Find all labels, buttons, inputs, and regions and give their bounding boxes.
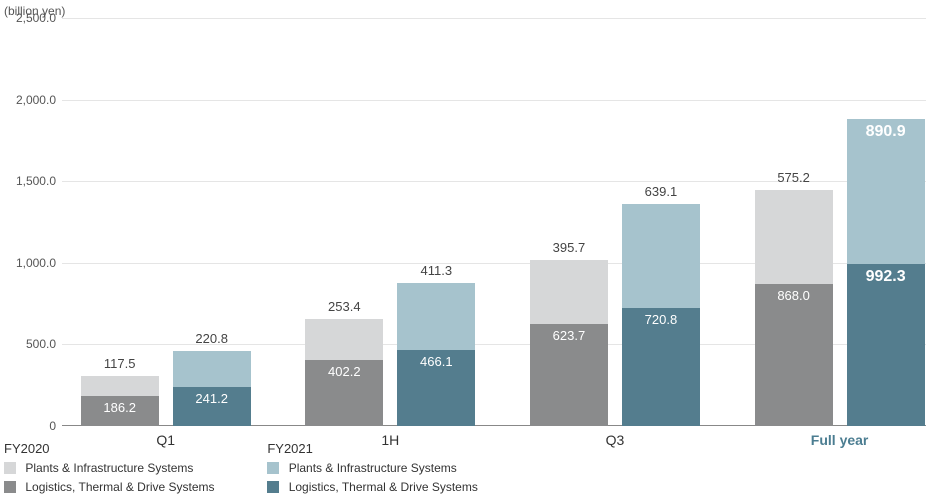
stacked-bar: 253.4402.2: [305, 319, 383, 426]
bar-segment-plants: 890.9: [847, 119, 925, 264]
x-category-label: Full year: [811, 426, 869, 448]
y-tick-label: 1,000.0: [0, 256, 56, 270]
bar-segment-plants: 253.4: [305, 319, 383, 360]
bar-segment-plants: 575.2: [755, 190, 833, 284]
legend-swatch-fy2021-plants: [267, 462, 279, 474]
chart-plot: 0500.01,000.01,500.02,000.02,500.0117.51…: [62, 18, 926, 426]
bar-segment-plants: 639.1: [622, 204, 700, 308]
stacked-bar: 575.2868.0: [755, 190, 833, 426]
legend: FY2020 FY2021 Plants & Infrastructure Sy…: [4, 440, 527, 496]
bar-segment-logistics: 466.1: [397, 350, 475, 426]
y-tick-label: 2,000.0: [0, 93, 56, 107]
stacked-bar: 890.9992.3: [847, 119, 925, 426]
x-category-label: Q3: [606, 426, 625, 448]
bar-segment-logistics: 241.2: [173, 387, 251, 426]
bar-segment-logistics: 720.8: [622, 308, 700, 426]
stacked-bar: 639.1720.8: [622, 204, 700, 426]
stacked-bar: 220.8241.2: [173, 351, 251, 426]
stacked-bar: 117.5186.2: [81, 376, 159, 426]
bar-segment-logistics: 402.2: [305, 360, 383, 426]
legend-fy2020-header: FY2020: [4, 440, 264, 458]
gridline: [62, 100, 926, 101]
legend-swatch-fy2021-logistics: [267, 481, 279, 493]
legend-fy2021-header: FY2021: [267, 440, 527, 458]
legend-swatch-fy2020-plants: [4, 462, 16, 474]
bar-segment-plants: 395.7: [530, 260, 608, 325]
bar-segment-logistics: 186.2: [81, 396, 159, 426]
legend-fy2021-plants-label: Plants & Infrastructure Systems: [289, 461, 457, 475]
y-tick-label: 0: [0, 419, 56, 433]
legend-fy2021-logistics-label: Logistics, Thermal & Drive Systems: [289, 480, 478, 494]
gridline: [62, 18, 926, 19]
bar-segment-plants: 411.3: [397, 283, 475, 350]
stacked-bar: 411.3466.1: [397, 283, 475, 426]
bar-segment-plants: 117.5: [81, 376, 159, 395]
y-tick-label: 500.0: [0, 337, 56, 351]
bar-segment-logistics: 992.3: [847, 264, 925, 426]
bar-segment-plants: 220.8: [173, 351, 251, 387]
bar-segment-logistics: 623.7: [530, 324, 608, 426]
y-tick-label: 1,500.0: [0, 174, 56, 188]
stacked-bar: 395.7623.7: [530, 260, 608, 426]
bar-segment-logistics: 868.0: [755, 284, 833, 426]
legend-fy2020-logistics-label: Logistics, Thermal & Drive Systems: [25, 480, 214, 494]
y-tick-label: 2,500.0: [0, 11, 56, 25]
legend-fy2020-plants-label: Plants & Infrastructure Systems: [25, 461, 193, 475]
legend-swatch-fy2020-logistics: [4, 481, 16, 493]
